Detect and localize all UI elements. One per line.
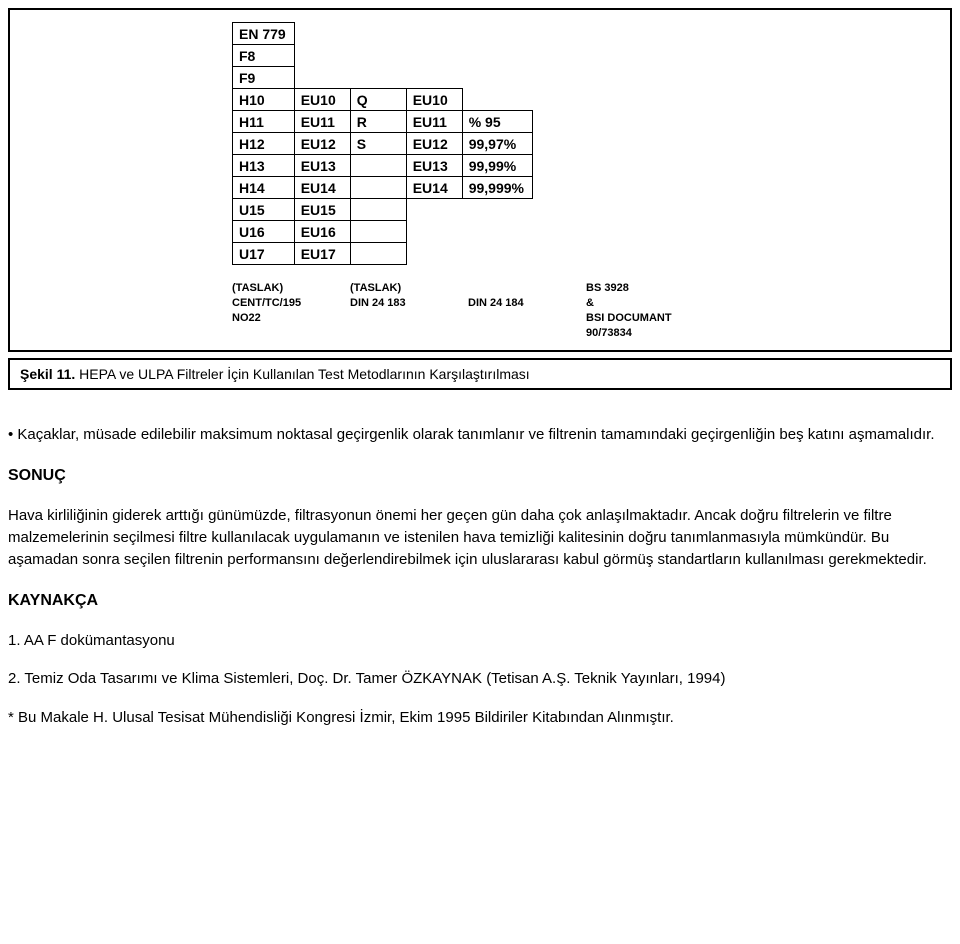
table-cell (462, 221, 532, 243)
table-cell: 99,99% (462, 155, 532, 177)
caption-text: HEPA ve ULPA Filtreler İçin Kullanılan T… (75, 366, 529, 382)
table-cell: EU10 (406, 89, 462, 111)
table-row: H13EU13EU1399,99% (233, 155, 533, 177)
table-cell (350, 155, 406, 177)
table-cell: F8 (233, 45, 295, 67)
reference-item-2: 2. Temiz Oda Tasarımı ve Klima Sistemler… (8, 668, 952, 691)
table-row: H14EU14EU1499,999% (233, 177, 533, 199)
table-cell: EU13 (406, 155, 462, 177)
table-cell: EU11 (406, 111, 462, 133)
table-cell: U17 (233, 243, 295, 265)
table-cell (462, 243, 532, 265)
table-cell: EN 779 (233, 23, 295, 45)
table-cell (406, 199, 462, 221)
table-cell (350, 177, 406, 199)
table-cell (294, 67, 350, 89)
table-cell (462, 45, 532, 67)
table-row: U17EU17 (233, 243, 533, 265)
table-row: U15EU15 (233, 199, 533, 221)
table-cell (462, 67, 532, 89)
standards-footnotes: (TASLAK) CENT/TC/195 NO22 (TASLAK) DIN 2… (22, 281, 938, 340)
table-cell (350, 45, 406, 67)
table-cell (350, 221, 406, 243)
reference-item-footnote: * Bu Makale H. Ulusal Tesisat Mühendisli… (8, 707, 952, 730)
table-cell: S (350, 133, 406, 155)
table-cell (462, 199, 532, 221)
table-cell (350, 23, 406, 45)
footnote-col-3: DIN 24 184 (468, 281, 586, 340)
table-row: F8 (233, 45, 533, 67)
table-cell (406, 23, 462, 45)
table-cell: EU12 (406, 133, 462, 155)
figure-caption: Şekil 11. HEPA ve ULPA Filtreler İçin Ku… (8, 358, 952, 390)
table-cell: EU10 (294, 89, 350, 111)
reference-item-1: 1. AA F dokümantasyonu (8, 630, 952, 653)
table-cell: H11 (233, 111, 295, 133)
table-cell (462, 89, 532, 111)
table-cell: EU17 (294, 243, 350, 265)
table-cell: EU15 (294, 199, 350, 221)
document-body: Kaçaklar, müsade edilebilir maksimum nok… (8, 424, 952, 729)
table-cell (406, 45, 462, 67)
table-cell (406, 67, 462, 89)
table-cell (350, 243, 406, 265)
section-title-sonuc: SONUÇ (8, 464, 952, 487)
figure-frame: EN 779F8F9H10EU10QEU10H11EU11REU11% 95H1… (8, 8, 952, 352)
table-row: H11EU11REU11% 95 (233, 111, 533, 133)
table-row: U16EU16 (233, 221, 533, 243)
table-cell (406, 221, 462, 243)
caption-lead: Şekil 11. (20, 366, 75, 382)
table-row: EN 779 (233, 23, 533, 45)
table-cell: H14 (233, 177, 295, 199)
table-cell (294, 23, 350, 45)
table-cell (294, 45, 350, 67)
paragraph-leaks: Kaçaklar, müsade edilebilir maksimum nok… (8, 424, 952, 446)
table-cell (462, 23, 532, 45)
table-cell (350, 199, 406, 221)
paragraph-sonuc: Hava kirliliğinin giderek arttığı günümü… (8, 505, 952, 570)
table-row: H12EU12SEU1299,97% (233, 133, 533, 155)
table-cell: EU14 (294, 177, 350, 199)
table-cell: 99,999% (462, 177, 532, 199)
table-cell: U16 (233, 221, 295, 243)
footnote-col-4: BS 3928 & BSI DOCUMANT 90/73834 (586, 281, 726, 340)
table-cell: % 95 (462, 111, 532, 133)
table-cell: EU12 (294, 133, 350, 155)
table-cell (350, 67, 406, 89)
references-list: 1. AA F dokümantasyonu 2. Temiz Oda Tasa… (8, 630, 952, 730)
table-cell: U15 (233, 199, 295, 221)
table-cell: Q (350, 89, 406, 111)
footnote-col-1: (TASLAK) CENT/TC/195 NO22 (232, 281, 350, 340)
table-cell: 99,97% (462, 133, 532, 155)
table-cell: EU14 (406, 177, 462, 199)
table-cell (406, 243, 462, 265)
table-cell: EU13 (294, 155, 350, 177)
filter-table-wrap: EN 779F8F9H10EU10QEU10H11EU11REU11% 95H1… (22, 22, 938, 265)
table-row: F9 (233, 67, 533, 89)
table-cell: H13 (233, 155, 295, 177)
filter-standards-table: EN 779F8F9H10EU10QEU10H11EU11REU11% 95H1… (232, 22, 533, 265)
footnote-col-2: (TASLAK) DIN 24 183 (350, 281, 468, 340)
table-cell: F9 (233, 67, 295, 89)
table-cell: EU11 (294, 111, 350, 133)
table-cell: H10 (233, 89, 295, 111)
section-title-kaynakca: KAYNAKÇA (8, 589, 952, 612)
table-cell: R (350, 111, 406, 133)
table-cell: EU16 (294, 221, 350, 243)
table-cell: H12 (233, 133, 295, 155)
table-row: H10EU10QEU10 (233, 89, 533, 111)
